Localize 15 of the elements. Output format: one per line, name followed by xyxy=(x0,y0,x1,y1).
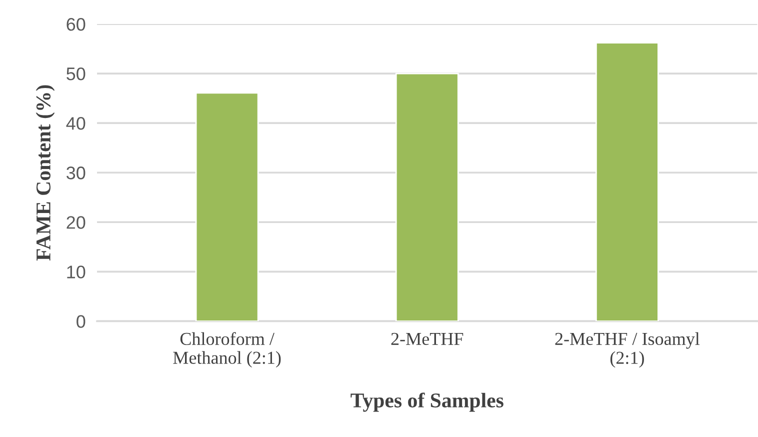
y-tick-label: 60 xyxy=(66,18,86,31)
y-tick-label: 0 xyxy=(76,315,86,328)
y-tick-label: 10 xyxy=(67,266,86,278)
y-tick-label: 20 xyxy=(66,216,86,229)
x-tick-label: 2-MeTHF xyxy=(391,332,464,346)
x-tick-label: 2-MeTHF / Isoamyl (2:1) xyxy=(555,332,700,368)
x-axis-title: Types of Samples xyxy=(350,392,504,412)
y-tick-label: 50 xyxy=(66,67,86,80)
bar xyxy=(395,72,459,322)
bar xyxy=(595,42,659,322)
y-tick-label: 40 xyxy=(66,117,86,130)
bar xyxy=(195,92,259,322)
y-axis-title: FAME Content (%) xyxy=(36,85,55,261)
x-tick-label: Chloroform / Methanol (2:1) xyxy=(173,332,281,368)
y-tick-label: 30 xyxy=(66,166,86,180)
